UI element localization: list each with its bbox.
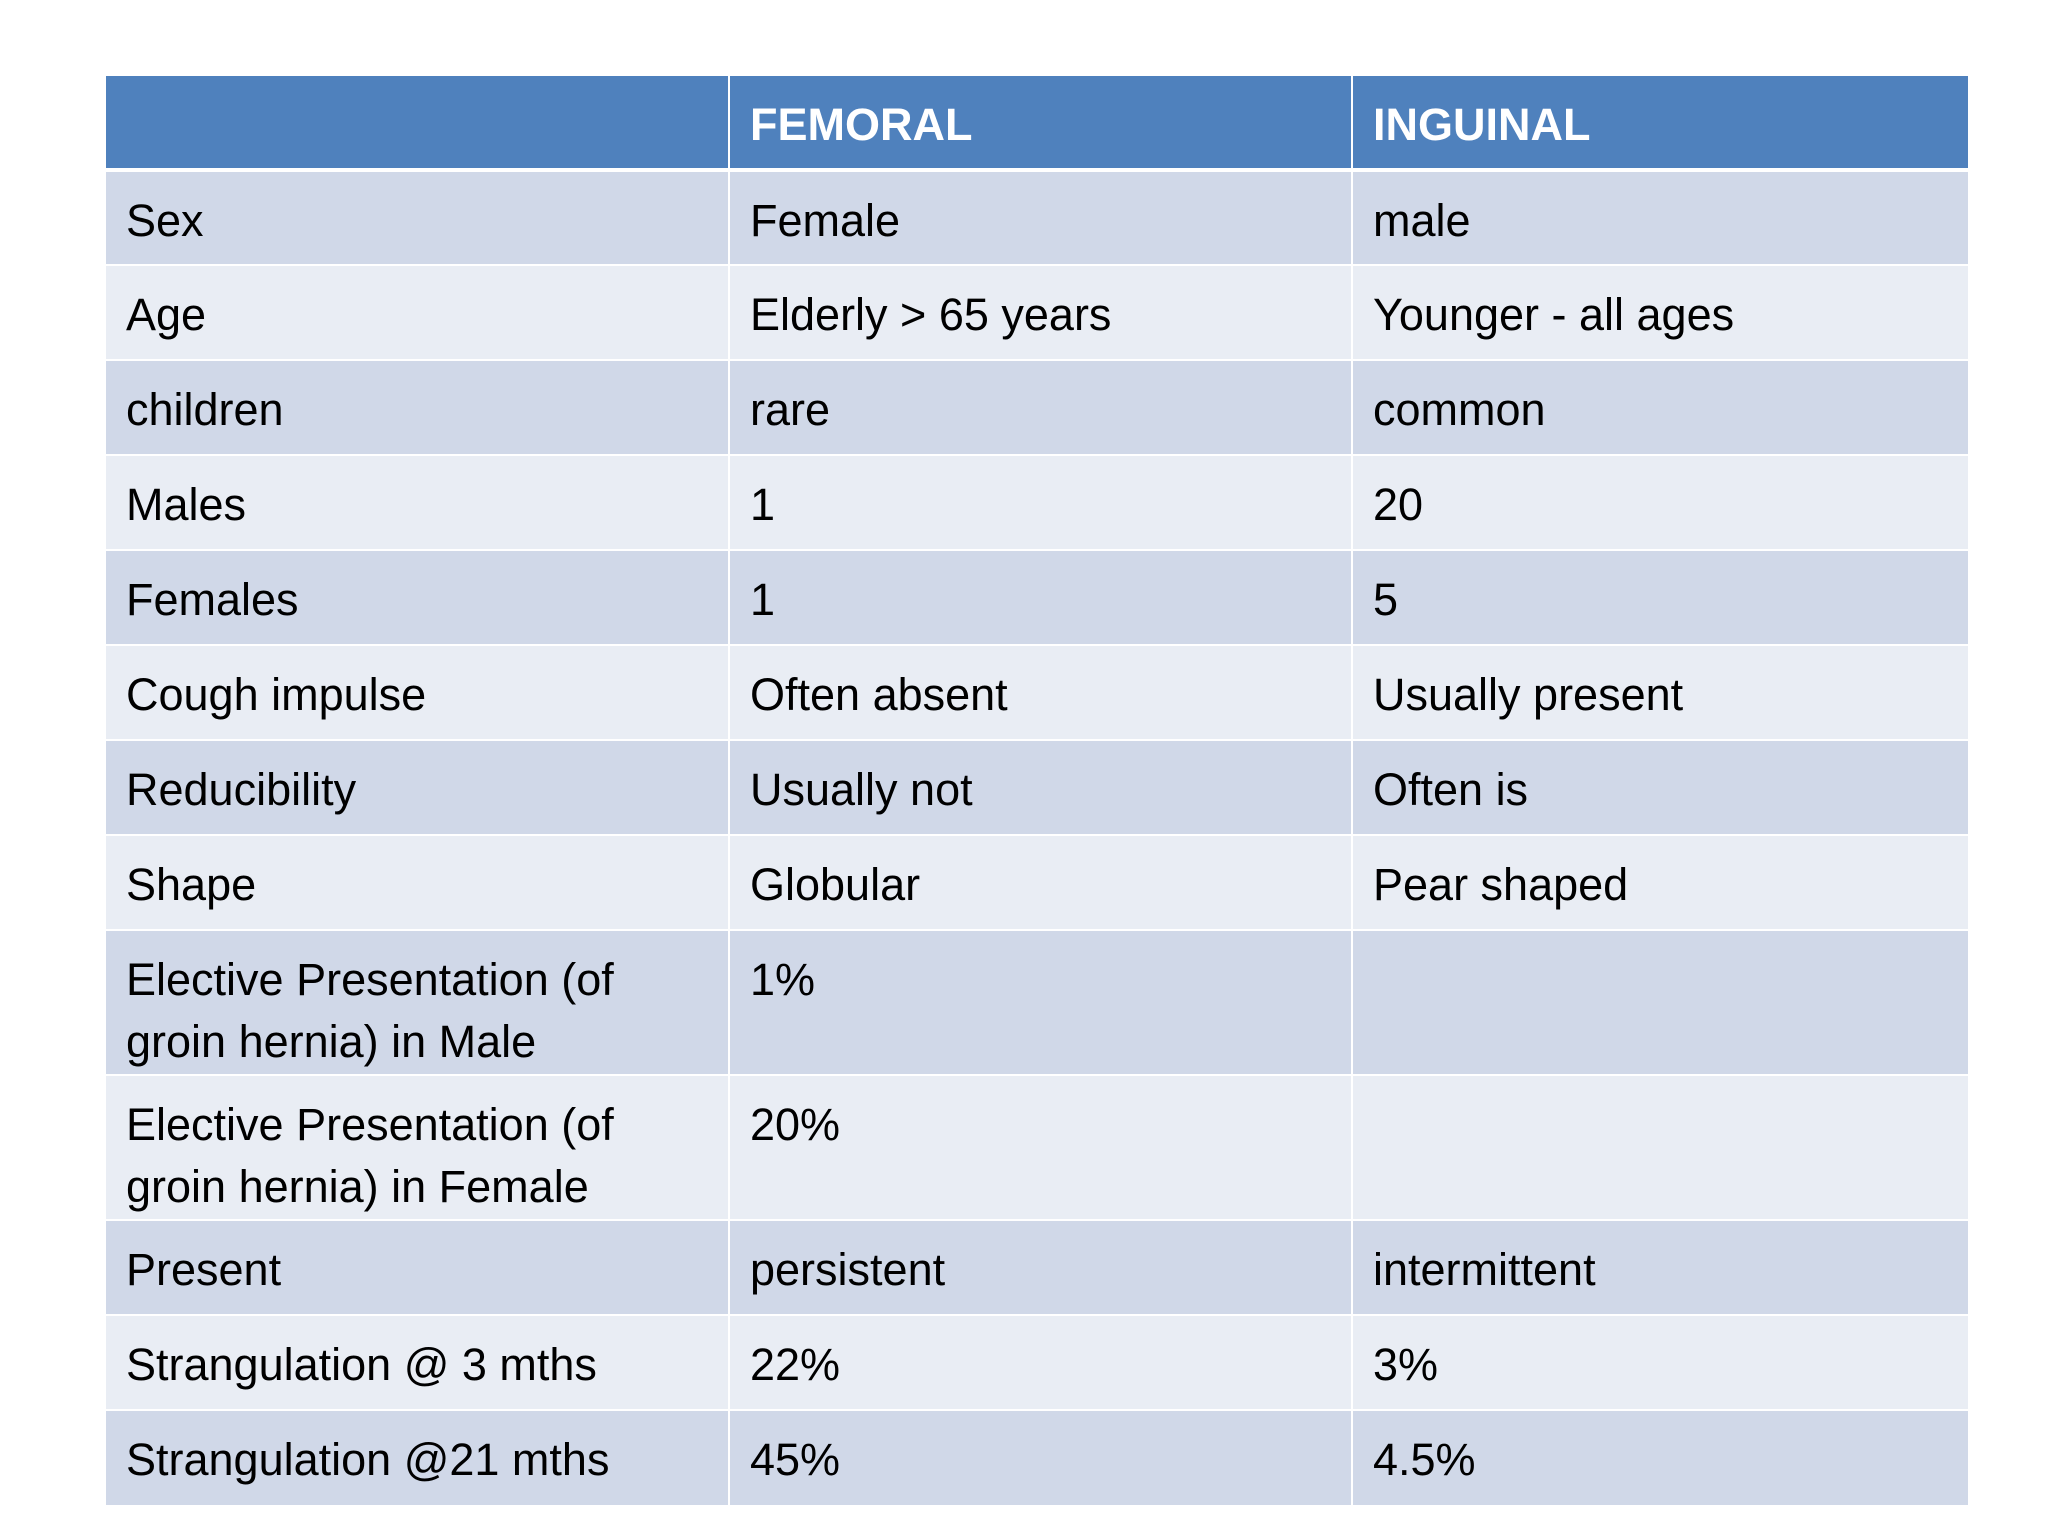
row-label: Age [106,264,730,360]
inguinal-cell: Pear shaped [1352,834,1968,930]
table-row: Present persistent intermittent [106,1219,1968,1315]
row-label: Elective Presentation (of groin hernia) … [106,929,730,1075]
table-row: Males 1 20 [106,454,1968,550]
femoral-cell: 1 [729,454,1353,550]
inguinal-cell: Often is [1352,739,1968,835]
inguinal-cell: 5 [1352,549,1968,645]
header-cell-inguinal: INGUINAL [1352,76,1968,172]
inguinal-cell: common [1352,359,1968,455]
table-row: Strangulation @ 3 mths 22% 3% [106,1314,1968,1410]
table-row: Females 1 5 [106,549,1968,645]
row-label: Sex [106,169,730,265]
row-label: Strangulation @ 3 mths [106,1314,730,1410]
row-label: Strangulation @21 mths [106,1409,730,1505]
femoral-cell: persistent [729,1219,1353,1315]
femoral-cell: Elderly > 65 years [729,264,1353,360]
femoral-cell: 22% [729,1314,1353,1410]
row-label: Cough impulse [106,644,730,740]
table-row: Strangulation @21 mths 45% 4.5% [106,1409,1968,1505]
inguinal-cell: Usually present [1352,644,1968,740]
row-label: Present [106,1219,730,1315]
femoral-cell: Often absent [729,644,1353,740]
row-label: Shape [106,834,730,930]
femoral-cell: Usually not [729,739,1353,835]
table-row: Age Elderly > 65 years Younger - all age… [106,264,1968,360]
table-header-row: FEMORAL INGUINAL [106,76,1968,172]
inguinal-cell: intermittent [1352,1219,1968,1315]
table-row: children rare common [106,359,1968,455]
row-label: Elective Presentation (of groin hernia) … [106,1074,730,1220]
table-row: Elective Presentation (of groin hernia) … [106,1074,1968,1220]
femoral-cell: Globular [729,834,1353,930]
femoral-cell: rare [729,359,1353,455]
hernia-comparison-table: FEMORAL INGUINAL Sex Female male Age Eld… [106,76,1968,1505]
femoral-cell: 20% [729,1074,1353,1220]
femoral-cell: 1% [729,929,1353,1075]
table-row: Cough impulse Often absent Usually prese… [106,644,1968,740]
femoral-cell: 45% [729,1409,1353,1505]
inguinal-cell: 3% [1352,1314,1968,1410]
table-row: Reducibility Usually not Often is [106,739,1968,835]
row-label: children [106,359,730,455]
header-cell-femoral: FEMORAL [729,76,1353,172]
header-cell-blank [106,76,730,172]
femoral-cell: 1 [729,549,1353,645]
inguinal-cell: 4.5% [1352,1409,1968,1505]
table-row: Sex Female male [106,169,1968,265]
table-row: Shape Globular Pear shaped [106,834,1968,930]
inguinal-cell [1352,929,1968,1075]
inguinal-cell: 20 [1352,454,1968,550]
table-row: Elective Presentation (of groin hernia) … [106,929,1968,1075]
row-label: Females [106,549,730,645]
inguinal-cell [1352,1074,1968,1220]
inguinal-cell: Younger - all ages [1352,264,1968,360]
inguinal-cell: male [1352,169,1968,265]
femoral-cell: Female [729,169,1353,265]
row-label: Males [106,454,730,550]
row-label: Reducibility [106,739,730,835]
